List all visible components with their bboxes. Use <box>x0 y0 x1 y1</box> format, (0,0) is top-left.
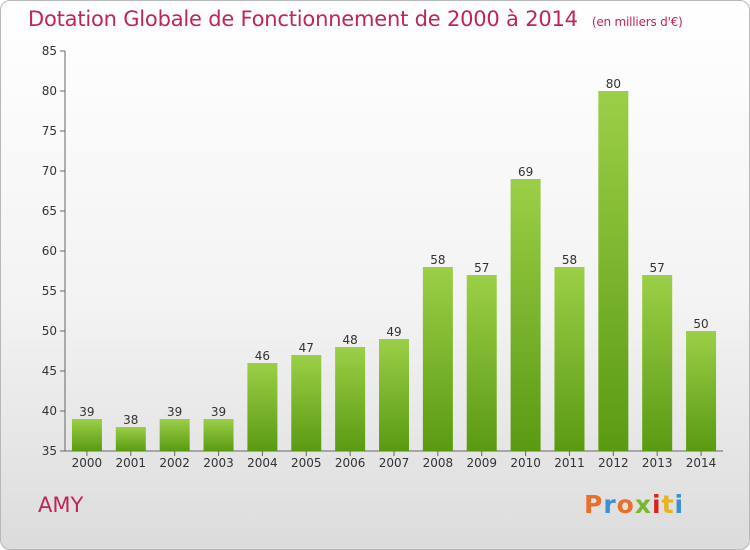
y-tick-label: 45 <box>42 364 57 378</box>
logo-letter: i <box>652 490 662 519</box>
x-tick-label: 2001 <box>116 456 147 470</box>
data-label: 39 <box>211 405 226 419</box>
x-tick-label: 2002 <box>159 456 190 470</box>
bar <box>642 275 673 451</box>
data-label: 48 <box>342 333 357 347</box>
data-label: 47 <box>299 341 314 355</box>
y-tick-label: 80 <box>42 84 57 98</box>
x-tick-label: 2011 <box>554 456 585 470</box>
x-tick-label: 2006 <box>335 456 366 470</box>
data-label: 46 <box>255 349 270 363</box>
x-tick-label: 2003 <box>203 456 234 470</box>
x-tick-label: 2004 <box>247 456 278 470</box>
x-tick-label: 2000 <box>72 456 103 470</box>
logo-letter: r <box>603 490 617 519</box>
bar <box>379 339 409 451</box>
logo-letter: o <box>616 490 635 519</box>
data-label: 57 <box>650 261 665 275</box>
proxiti-logo[interactable]: Proxiti <box>584 490 684 519</box>
y-tick-label: 70 <box>42 164 57 178</box>
data-label: 80 <box>606 77 621 91</box>
chart-title-text: Dotation Globale de Fonctionnement de 20… <box>28 7 578 31</box>
data-label: 58 <box>430 253 445 267</box>
bar <box>71 419 102 451</box>
bar <box>510 179 541 451</box>
bar <box>466 275 497 451</box>
logo-letter: P <box>584 490 604 519</box>
chart-subtitle: (en milliers d'€) <box>591 15 683 29</box>
data-label: 57 <box>474 261 489 275</box>
bar <box>115 427 146 451</box>
bar <box>203 419 234 451</box>
bar <box>686 331 717 451</box>
y-tick-label: 40 <box>42 404 57 418</box>
y-tick-label: 85 <box>42 44 57 58</box>
bar <box>335 347 366 451</box>
y-tick-label: 75 <box>42 124 57 138</box>
x-tick-label: 2005 <box>291 456 322 470</box>
bar <box>159 419 190 451</box>
x-tick-label: 2007 <box>379 456 410 470</box>
data-label: 49 <box>386 325 401 339</box>
y-tick-label: 55 <box>42 284 57 298</box>
x-tick-label: 2009 <box>466 456 497 470</box>
y-tick-label: 50 <box>42 324 57 338</box>
data-label: 39 <box>79 405 94 419</box>
x-tick-label: 2008 <box>423 456 454 470</box>
data-label: 58 <box>562 253 577 267</box>
bar <box>554 267 585 451</box>
bar <box>422 267 453 451</box>
bar <box>598 91 629 451</box>
y-tick-label: 65 <box>42 204 57 218</box>
x-tick-label: 2012 <box>598 456 629 470</box>
commune-name: AMY <box>38 493 84 517</box>
data-label: 38 <box>123 413 138 427</box>
data-label: 69 <box>518 165 533 179</box>
data-label: 39 <box>167 405 182 419</box>
logo-letter: t <box>661 490 675 519</box>
bar <box>247 363 278 451</box>
bar <box>291 355 322 451</box>
logo-letter: i <box>674 490 685 519</box>
data-label: 50 <box>693 317 708 331</box>
x-tick-label: 2013 <box>642 456 673 470</box>
x-tick-label: 2014 <box>686 456 717 470</box>
y-tick-label: 35 <box>42 444 57 458</box>
logo-letter: x <box>634 490 652 519</box>
y-tick-label: 60 <box>42 244 57 258</box>
x-tick-label: 2010 <box>510 456 541 470</box>
chart-title: Dotation Globale de Fonctionnement de 20… <box>28 7 683 31</box>
